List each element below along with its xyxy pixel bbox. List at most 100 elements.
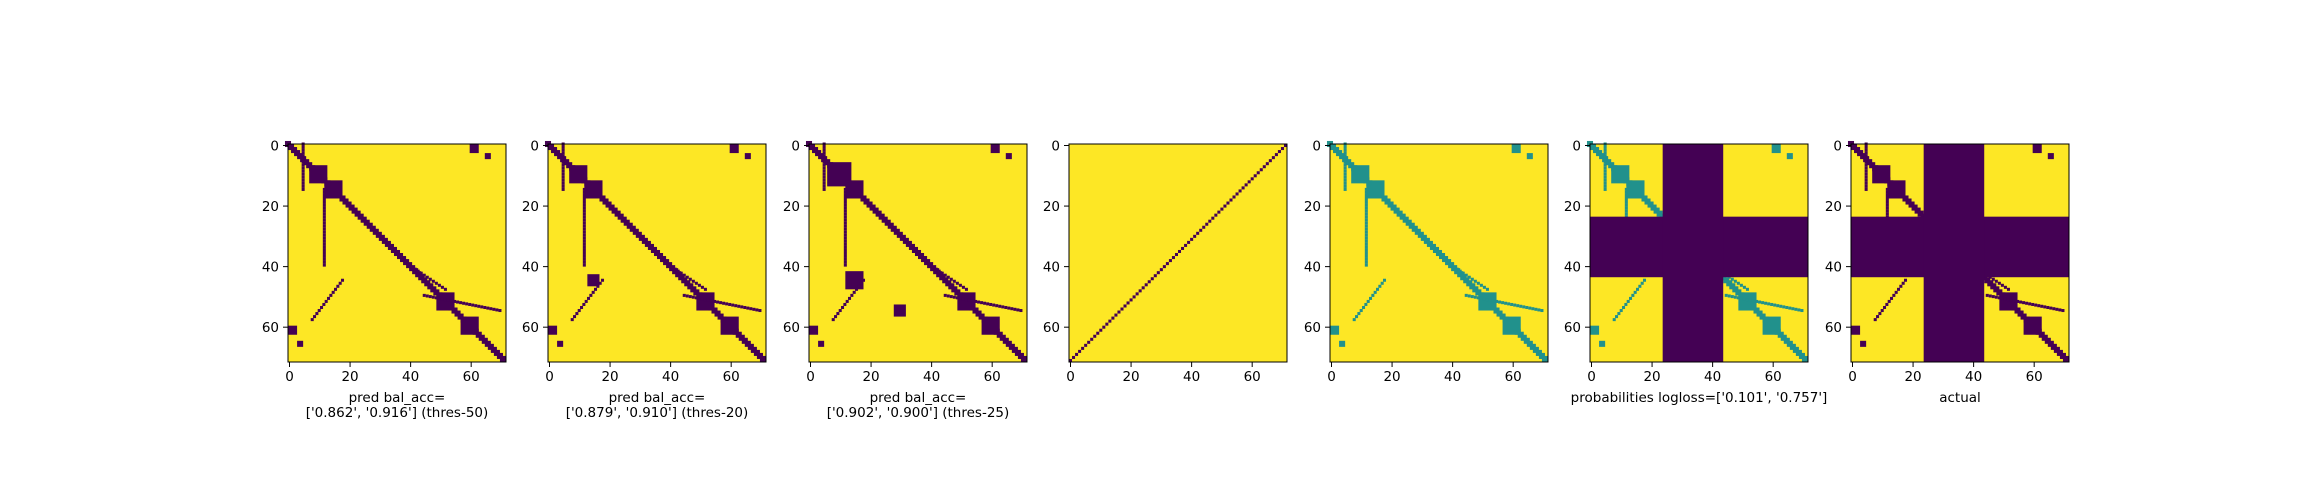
contact-cell — [1343, 148, 1347, 152]
contact-cell — [952, 295, 956, 299]
contact-cell — [460, 316, 479, 335]
contact-cell — [582, 260, 586, 264]
contact-cell — [2059, 352, 2066, 359]
contact-cell — [1010, 307, 1014, 311]
contact-cell — [822, 163, 826, 167]
contact-cell — [1235, 192, 1239, 196]
axes-frame — [808, 143, 1028, 363]
contact-cell — [1343, 169, 1347, 173]
contact-cell — [673, 267, 677, 271]
contact-cell — [1908, 201, 1915, 208]
contact-cell — [822, 181, 826, 185]
contact-cell — [1153, 274, 1157, 278]
contact-cell — [878, 213, 885, 220]
contact-cell — [301, 148, 305, 152]
contact-cell — [1343, 160, 1347, 164]
contact-cell — [584, 299, 588, 303]
contact-cell — [1348, 162, 1355, 169]
contact-cell — [1767, 302, 1771, 306]
contact-cell — [2009, 298, 2013, 302]
contact-cell — [1196, 231, 1200, 235]
contact-cell — [1758, 300, 1762, 304]
contact-cell — [2022, 301, 2026, 305]
contact-cell — [301, 166, 305, 170]
contact-cell — [1608, 162, 1615, 169]
contact-cell — [306, 162, 313, 169]
contact-cell — [843, 206, 847, 210]
contact-cell — [1373, 290, 1377, 294]
contact-cell — [1599, 340, 1606, 347]
contact-cell — [422, 293, 426, 297]
contact-cell — [1773, 303, 1777, 307]
contact-cell — [697, 283, 701, 287]
contact-cell — [1864, 166, 1868, 170]
contact-cell — [301, 172, 305, 176]
contact-cell — [471, 303, 475, 307]
contact-cell — [1343, 175, 1347, 179]
contact-cell — [843, 221, 847, 225]
contact-cell — [2012, 299, 2017, 303]
contact-cell — [1135, 292, 1139, 296]
contact-cell — [1226, 201, 1230, 205]
contact-cell — [1464, 273, 1468, 277]
contact-cell — [1617, 312, 1621, 316]
contact-cell — [1429, 243, 1436, 250]
contact-cell — [1485, 287, 1489, 291]
contact-cell — [1265, 162, 1269, 166]
contact-cell — [697, 296, 701, 300]
x-tick-label: 20 — [862, 369, 879, 385]
contact-cell — [1333, 147, 1340, 154]
contact-cell — [949, 295, 953, 299]
contact-cell — [593, 287, 598, 291]
x-tick-label: 60 — [1765, 369, 1782, 385]
contact-cell — [1102, 325, 1106, 329]
contact-cell — [943, 293, 947, 297]
contact-cell — [582, 206, 586, 210]
contact-cell — [682, 293, 686, 297]
contact-cell — [2003, 285, 2007, 289]
contact-cell — [582, 236, 586, 240]
contact-cell — [1885, 203, 1889, 207]
contact-cell — [1479, 296, 1483, 300]
contact-cell — [970, 299, 975, 303]
contact-cell — [313, 315, 317, 319]
contact-cell — [1120, 307, 1124, 311]
x-tick-label: 60 — [984, 369, 1001, 385]
contact-cell — [1519, 304, 1523, 308]
contact-cell — [1516, 304, 1520, 308]
contact-cell — [1885, 187, 1889, 191]
contact-cell — [958, 296, 962, 300]
contact-cell — [951, 286, 958, 293]
contact-cell — [822, 145, 826, 149]
contact-cell — [843, 227, 847, 231]
contact-cell — [931, 265, 935, 269]
contact-cell — [1357, 312, 1361, 316]
contact-cell — [1364, 212, 1368, 216]
contact-cell — [759, 355, 766, 362]
contact-cell — [1495, 299, 1499, 303]
contact-cell — [582, 245, 586, 249]
contact-cell — [575, 312, 579, 316]
contact-cell — [303, 159, 310, 166]
contact-cell — [1369, 296, 1373, 300]
contact-cell — [322, 248, 326, 252]
contact-cell — [1351, 165, 1370, 184]
contact-cell — [2037, 304, 2041, 308]
contact-cell — [489, 307, 493, 311]
contact-cell — [582, 302, 586, 306]
contact-cell — [1455, 267, 1459, 271]
contact-cell — [1138, 289, 1142, 293]
contact-cell — [1864, 145, 1868, 149]
contact-cell — [1467, 275, 1471, 279]
contact-cell — [1461, 271, 1465, 275]
contact-cell — [569, 165, 588, 184]
contact-cell — [1205, 222, 1209, 226]
contact-cell — [1894, 290, 1898, 294]
contact-cell — [301, 157, 305, 161]
contact-cell — [986, 302, 990, 306]
contact-cell — [548, 325, 558, 335]
contact-cell — [1985, 293, 1989, 297]
contact-cell — [322, 221, 326, 225]
contact-cell — [2062, 355, 2069, 362]
contact-cell — [2006, 298, 2010, 302]
